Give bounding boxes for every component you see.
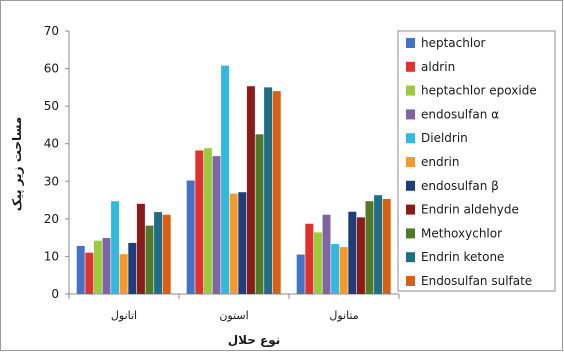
- bar: [119, 254, 128, 294]
- bar: [195, 150, 204, 294]
- legend-swatch: [406, 157, 415, 167]
- legend: heptachlor aldrin heptachlor epoxide endosu…: [397, 30, 556, 292]
- legend-label: aldrin: [421, 60, 455, 74]
- bar: [313, 232, 322, 294]
- legend-swatch: [406, 61, 415, 72]
- legend-label: endosulfan α: [421, 107, 499, 121]
- legend-label: Endosulfan sulfate: [421, 274, 532, 288]
- bar: [296, 254, 305, 294]
- x-tick-label: متانول: [329, 309, 358, 322]
- legend-label: heptachlor epoxide: [421, 84, 537, 98]
- bar: [136, 203, 145, 294]
- y-tick-label: 0: [51, 287, 59, 301]
- x-tick-label: استون: [219, 309, 248, 322]
- x-tick-label: اتانول: [111, 309, 137, 322]
- bar: [145, 225, 154, 294]
- legend-swatch: [406, 180, 415, 191]
- bar: [331, 244, 340, 294]
- y-tick-label: 60: [44, 62, 59, 76]
- bar: [221, 65, 230, 295]
- y-tick-label: 50: [44, 99, 59, 113]
- bar: [272, 91, 281, 294]
- legend-label: Endrin aldehyde: [421, 203, 519, 217]
- y-tick-label: 10: [44, 249, 59, 263]
- legend-label: Methoxychlor: [421, 226, 502, 240]
- x-axis-label: نوع حلال: [228, 333, 281, 348]
- bar: [162, 214, 171, 294]
- bar: [356, 217, 365, 294]
- bar: [365, 201, 374, 294]
- legend-label: endosulfan β: [421, 179, 499, 193]
- y-tick-label: 20: [44, 212, 59, 226]
- bar: [154, 212, 163, 294]
- bar: [111, 201, 120, 294]
- bar: [85, 252, 94, 294]
- legend-swatch: [406, 276, 415, 286]
- bar: [238, 192, 247, 294]
- bar: [246, 86, 255, 294]
- y-axis-label: مساحت زیر پیک: [10, 117, 24, 211]
- bar: [102, 238, 111, 294]
- bar: [264, 87, 273, 294]
- legend-swatch: [406, 38, 415, 48]
- bar: [322, 214, 331, 294]
- bar: [203, 148, 212, 294]
- bar: [348, 211, 357, 294]
- legend-label: heptachlor: [421, 36, 486, 50]
- legend-swatch: [406, 85, 415, 96]
- bar: [255, 134, 264, 294]
- legend-swatch: [406, 109, 415, 120]
- legend-swatch: [406, 204, 415, 215]
- bar: [128, 242, 137, 294]
- legend-label: Endrin ketone: [421, 250, 504, 264]
- bar: [229, 193, 238, 294]
- legend-swatch: [406, 133, 415, 144]
- legend-swatch: [406, 252, 415, 263]
- bar: [305, 223, 314, 294]
- legend-label: endrin: [421, 155, 459, 169]
- y-tick-label: 30: [44, 174, 59, 188]
- bars: [76, 65, 391, 295]
- bar: [93, 240, 102, 294]
- legend-box: [397, 30, 556, 292]
- y-tick-label: 40: [44, 137, 59, 151]
- bar: [374, 195, 383, 294]
- y-tick-label: 70: [44, 24, 59, 38]
- bar: [212, 156, 221, 294]
- bar: [339, 247, 348, 294]
- legend-swatch: [406, 228, 415, 239]
- bar: [382, 198, 391, 294]
- bar: [76, 245, 85, 294]
- legend-label: Dieldrin: [421, 131, 468, 145]
- bar: [186, 180, 195, 294]
